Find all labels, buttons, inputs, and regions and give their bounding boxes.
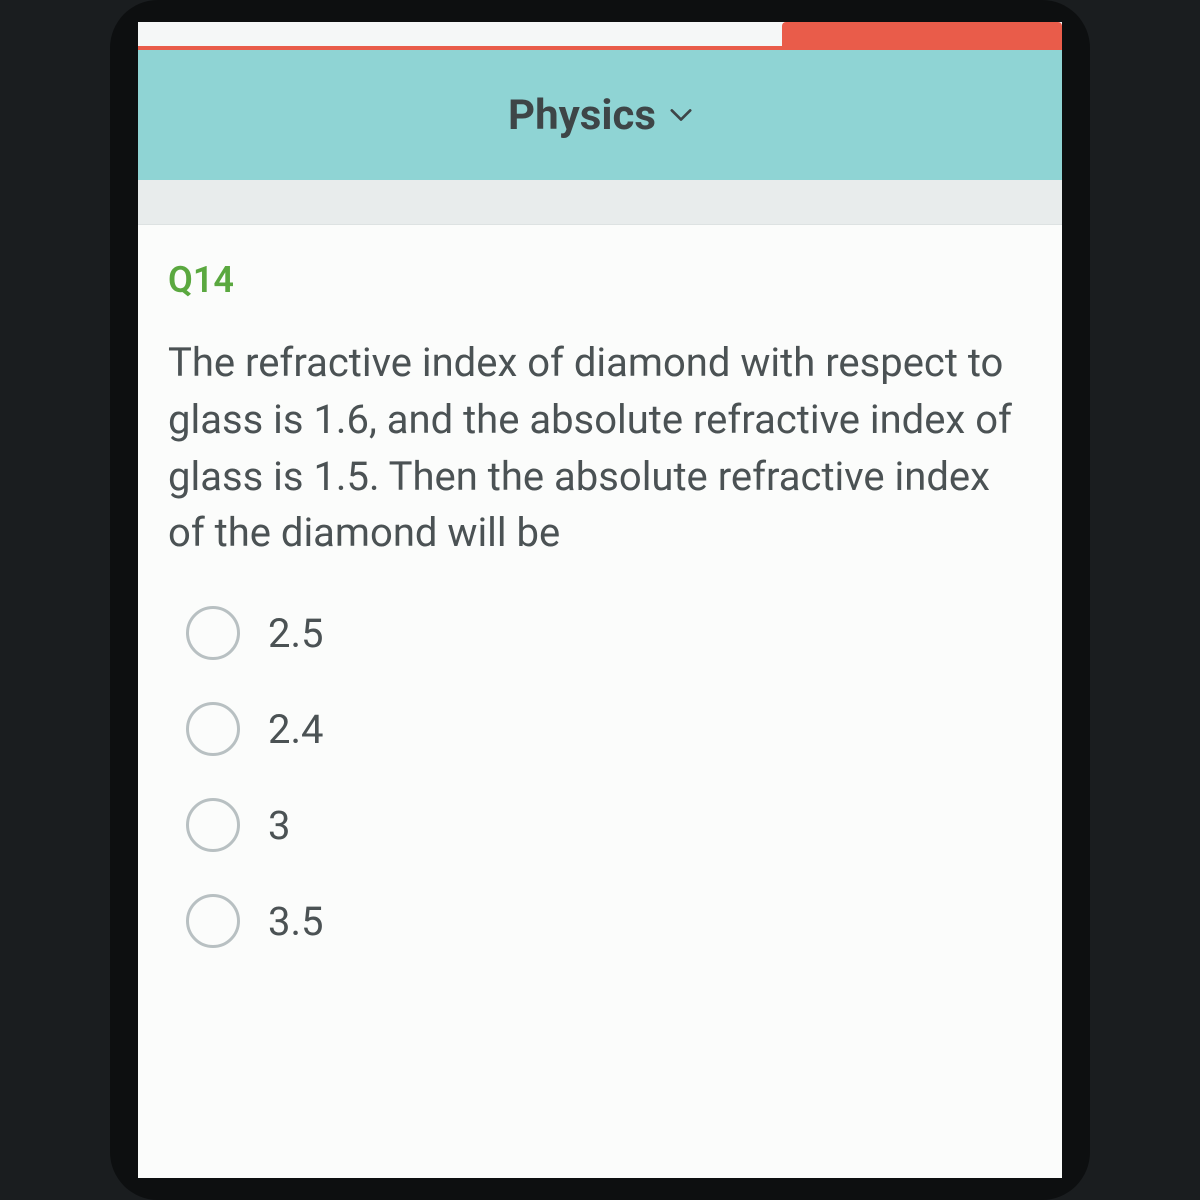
question-text: The refractive index of diamond with res… (168, 335, 1032, 562)
option-row[interactable]: 2.4 (186, 702, 1032, 756)
subject-label: Physics (508, 91, 656, 140)
option-label: 3.5 (268, 898, 324, 945)
option-label: 2.4 (268, 706, 324, 753)
question-card: Q14 The refractive index of diamond with… (138, 224, 1062, 1178)
option-row[interactable]: 3 (186, 798, 1032, 852)
option-label: 2.5 (268, 610, 324, 657)
option-row[interactable]: 3.5 (186, 894, 1032, 948)
top-bar (138, 22, 1062, 50)
content-gap (138, 180, 1062, 224)
radio-icon (186, 606, 240, 660)
radio-icon (186, 798, 240, 852)
screen: Physics Q14 The refractive index of diam… (138, 22, 1062, 1178)
option-row[interactable]: 2.5 (186, 606, 1032, 660)
phone-frame: Physics Q14 The refractive index of diam… (110, 0, 1090, 1200)
subject-dropdown[interactable]: Physics (138, 50, 1062, 180)
question-number: Q14 (168, 259, 1032, 301)
radio-icon (186, 894, 240, 948)
radio-icon (186, 702, 240, 756)
chevron-down-icon (670, 104, 692, 126)
option-label: 3 (268, 802, 290, 849)
options-list: 2.5 2.4 3 3.5 (168, 606, 1032, 948)
